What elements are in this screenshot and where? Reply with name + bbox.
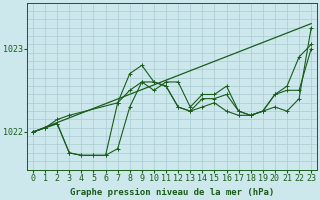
X-axis label: Graphe pression niveau de la mer (hPa): Graphe pression niveau de la mer (hPa): [70, 188, 274, 197]
